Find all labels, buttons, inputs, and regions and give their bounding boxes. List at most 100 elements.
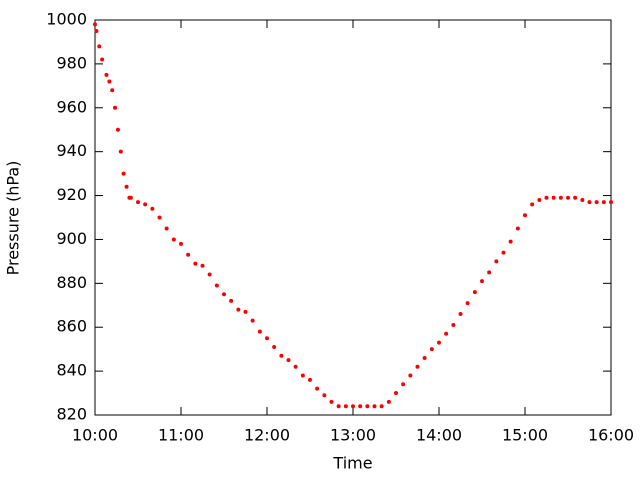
data-point [386,399,391,404]
data-point [530,202,535,207]
data-point [365,404,370,409]
x-tick-label: 16:00 [588,426,634,445]
x-tick-label: 15:00 [502,426,548,445]
data-point [115,127,120,132]
data-point [422,355,427,360]
data-point [537,197,542,202]
data-point [401,382,406,387]
data-point [429,347,434,352]
data-point [157,215,162,220]
data-point [487,270,492,275]
data-point [236,307,241,312]
data-point [124,184,129,189]
data-point [272,344,277,349]
data-point [257,329,262,334]
data-point [573,195,578,200]
data-point [121,171,126,176]
data-point [508,239,513,244]
data-point [408,373,413,378]
y-tick-label: 880 [56,273,87,292]
data-point [128,195,133,200]
data-point [358,404,363,409]
data-point [594,200,599,205]
data-point [544,195,549,200]
data-point [415,364,420,369]
data-point [480,279,484,284]
data-point [250,318,255,323]
data-point [601,200,606,205]
x-tick-label: 14:00 [416,426,462,445]
data-point [515,226,520,231]
y-tick-label: 820 [56,405,87,424]
data-point [293,364,298,369]
x-tick-label: 12:00 [244,426,290,445]
data-point [222,292,226,297]
data-point [587,200,592,205]
data-point [437,340,441,345]
data-point [329,399,334,404]
data-point [458,312,463,317]
data-point [171,237,176,242]
data-point [558,195,563,200]
y-tick-label: 940 [56,141,87,160]
data-point [118,149,123,154]
y-tick-label: 860 [56,317,87,336]
data-point [322,393,327,398]
data-point [136,200,140,205]
data-point [308,377,312,382]
data-point [186,252,191,257]
data-point [465,301,470,306]
data-point [279,353,284,358]
data-point [336,404,341,409]
data-point [104,72,109,77]
data-point [97,44,102,49]
data-point [229,298,234,303]
data-point [100,57,105,62]
data-point [193,261,198,266]
data-point [300,373,305,378]
data-point [214,283,219,288]
x-axis-label: Time [332,454,372,473]
data-point [451,323,456,328]
data-point [113,105,118,110]
data-point [379,404,384,409]
data-point [551,195,556,200]
data-point [343,404,348,409]
data-point [286,358,291,363]
x-tick-label: 13:00 [330,426,376,445]
data-point [394,391,398,396]
data-point [207,272,212,277]
y-tick-label: 960 [56,97,87,116]
data-point [265,336,269,341]
x-tick-label: 11:00 [158,426,204,445]
y-axis-label: Pressure (hPa) [4,161,23,276]
x-tick-label: 10:00 [72,426,118,445]
data-point [200,263,205,268]
y-tick-label: 840 [56,361,87,380]
data-point [93,22,97,27]
data-point [164,226,169,231]
plot-frame [94,19,612,416]
data-point [351,404,355,409]
data-point [523,213,527,218]
data-point [94,28,99,33]
data-point [179,241,183,246]
data-point [609,200,613,205]
data-point [580,197,585,202]
data-point [494,259,499,264]
data-point [472,290,477,295]
data-point [110,88,115,93]
y-tick-label: 980 [56,53,87,72]
data-point [243,309,248,314]
y-tick-label: 1000 [46,10,87,29]
y-tick-label: 900 [56,229,87,248]
data-point [150,206,155,211]
data-point [444,331,449,336]
data-point [501,250,506,255]
data-point [143,202,148,207]
data-point [372,404,377,409]
data-point [566,195,570,200]
data-point [315,386,320,391]
data-point [107,79,112,84]
